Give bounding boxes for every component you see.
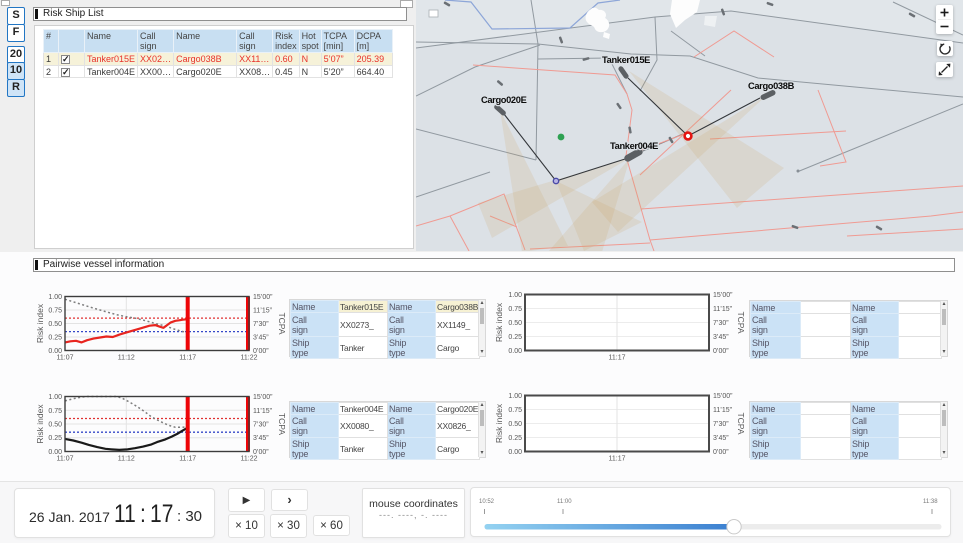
svg-text:Cargo020E: Cargo020E	[481, 95, 527, 105]
svg-text:0.25: 0.25	[508, 334, 522, 341]
svg-text:Risk index: Risk index	[494, 302, 504, 342]
svg-text:11:17: 11:17	[179, 355, 196, 362]
svg-text:11’15”: 11’15”	[253, 408, 273, 415]
svg-text:11’15”: 11’15”	[713, 306, 733, 313]
svg-text:3’45”: 3’45”	[713, 334, 729, 341]
svg-text:11:07: 11:07	[57, 355, 74, 362]
svg-text:0’00”: 0’00”	[713, 348, 729, 355]
svg-text:0.00: 0.00	[508, 348, 522, 355]
svg-text:TCPA: TCPA	[736, 311, 746, 333]
svg-text:0’00”: 0’00”	[713, 449, 729, 456]
svg-text:0.50: 0.50	[508, 421, 522, 428]
svg-text:0.75: 0.75	[48, 308, 62, 315]
svg-text:1.00: 1.00	[508, 393, 522, 400]
svg-text:11:17: 11:17	[609, 456, 626, 463]
svg-text:7’30”: 7’30”	[713, 320, 729, 327]
svg-text:Risk index: Risk index	[35, 303, 45, 343]
svg-text:TCPA: TCPA	[277, 312, 287, 334]
svg-text:11:22: 11:22	[241, 456, 258, 463]
svg-text:11:00: 11:00	[557, 499, 572, 505]
svg-text:Risk index: Risk index	[35, 404, 45, 444]
svg-text:11’15”: 11’15”	[253, 308, 273, 315]
svg-text:0.25: 0.25	[48, 435, 62, 442]
svg-text:0’00”: 0’00”	[253, 348, 269, 355]
svg-text:3’45”: 3’45”	[253, 335, 269, 342]
svg-text:15’00”: 15’00”	[253, 394, 273, 401]
svg-text:7’30”: 7’30”	[253, 321, 269, 328]
svg-text:11:07: 11:07	[57, 456, 74, 463]
svg-text:10:52: 10:52	[479, 499, 495, 505]
svg-text:Tanker004E: Tanker004E	[610, 141, 658, 151]
svg-text:15’00”: 15’00”	[253, 294, 273, 301]
svg-text:0.25: 0.25	[48, 335, 62, 342]
svg-text:3’45”: 3’45”	[253, 435, 269, 442]
svg-text:1.00: 1.00	[48, 394, 62, 401]
svg-text:15’00”: 15’00”	[713, 292, 733, 299]
svg-text:0.25: 0.25	[508, 435, 522, 442]
svg-text:0’00”: 0’00”	[253, 449, 269, 456]
svg-text:TCPA: TCPA	[736, 412, 746, 434]
svg-text:3’45”: 3’45”	[713, 435, 729, 442]
svg-text:0.50: 0.50	[508, 320, 522, 327]
svg-text:TCPA: TCPA	[277, 413, 287, 435]
svg-text:0.00: 0.00	[48, 449, 62, 456]
svg-text:15’00”: 15’00”	[713, 393, 733, 400]
svg-text:Risk index: Risk index	[494, 403, 504, 443]
svg-text:11:17: 11:17	[179, 456, 196, 463]
svg-text:11:12: 11:12	[118, 456, 135, 463]
svg-text:Tanker015E: Tanker015E	[602, 55, 650, 65]
svg-text:0.75: 0.75	[48, 408, 62, 415]
svg-text:11:12: 11:12	[118, 355, 135, 362]
svg-text:0.75: 0.75	[508, 306, 522, 313]
svg-text:1.00: 1.00	[508, 292, 522, 299]
svg-text:0.50: 0.50	[48, 321, 62, 328]
svg-text:11’15”: 11’15”	[713, 407, 733, 414]
svg-text:1.00: 1.00	[48, 294, 62, 301]
svg-text:7’30”: 7’30”	[253, 422, 269, 429]
svg-text:11:38: 11:38	[923, 499, 938, 505]
svg-text:0.75: 0.75	[508, 407, 522, 414]
svg-text:0.00: 0.00	[48, 348, 62, 355]
svg-text:11:17: 11:17	[609, 355, 626, 362]
svg-text:11:22: 11:22	[241, 355, 258, 362]
svg-text:0.00: 0.00	[508, 449, 522, 456]
svg-text:Cargo038B: Cargo038B	[748, 81, 795, 91]
svg-text:7’30”: 7’30”	[713, 421, 729, 428]
svg-text:0.50: 0.50	[48, 422, 62, 429]
